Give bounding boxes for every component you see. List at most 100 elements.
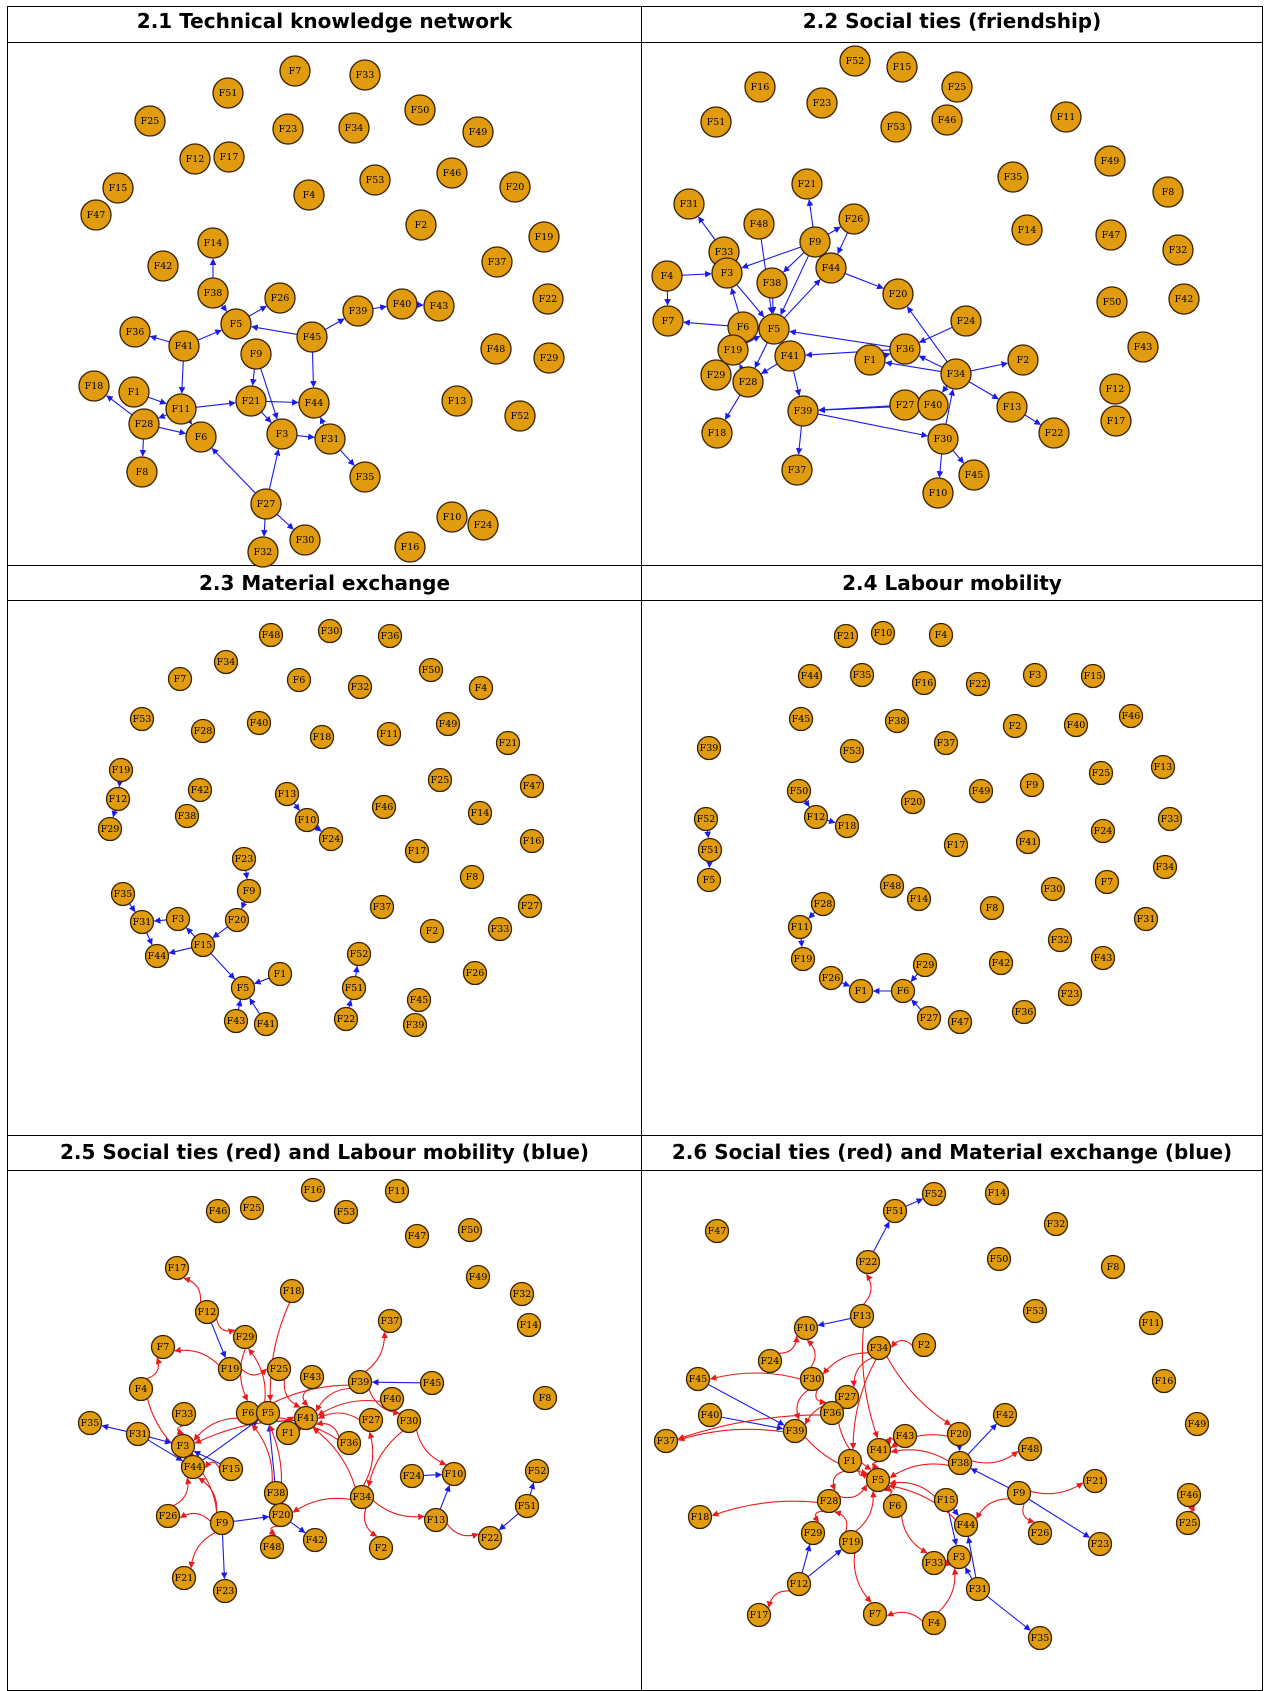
node-F36: F36 bbox=[819, 1400, 845, 1426]
node-label: F53 bbox=[887, 122, 906, 133]
edge-F41-F3 bbox=[194, 1420, 295, 1444]
node-label: F27 bbox=[362, 1415, 381, 1426]
node-F8: F8 bbox=[1100, 1254, 1126, 1280]
network-panel-social-material: F52 F14 F51 F47 F32 F50 F8 F22 F13 F53 F11 F10 F2 F24… bbox=[653, 1180, 1210, 1651]
nodes: F48 F30 F36 F34 F7 F6 F32 F50 F4 F53 F28 F40 F18 F11 F… bbox=[97, 618, 545, 1038]
node-label: F34 bbox=[1156, 862, 1175, 873]
edge-F3-F31 bbox=[153, 917, 167, 924]
node-F3: F3 bbox=[170, 1433, 196, 1459]
node-F50: F50 bbox=[418, 657, 444, 683]
edge-F34-F2 bbox=[363, 1507, 378, 1537]
node-F38: F38 bbox=[947, 1450, 973, 1476]
node-label: F8 bbox=[136, 467, 149, 478]
node-F41: F41 bbox=[253, 1011, 279, 1037]
edge-F26-F44 bbox=[837, 232, 849, 255]
edge-F12-F19 bbox=[807, 1549, 842, 1578]
node-F49: F49 bbox=[435, 711, 461, 737]
node-label: F26 bbox=[159, 1511, 178, 1522]
edge-F9-F23 bbox=[1028, 1498, 1090, 1538]
node-label: F18 bbox=[313, 732, 332, 743]
node-F36: F36 bbox=[119, 316, 151, 348]
node-label: F37 bbox=[488, 257, 507, 268]
node-F18: F18 bbox=[78, 370, 110, 402]
node-label: F24 bbox=[1094, 826, 1113, 837]
node-label: F13 bbox=[278, 789, 297, 800]
node-label: F49 bbox=[972, 786, 991, 797]
node-F9: F9 bbox=[240, 338, 272, 370]
node-F31: F31 bbox=[314, 423, 346, 455]
edge-F34-F20 bbox=[886, 1356, 952, 1426]
edge-F2-F34 bbox=[891, 1339, 913, 1348]
node-label: F14 bbox=[471, 808, 490, 819]
node-F42: F42 bbox=[147, 250, 179, 282]
node-F24: F24 bbox=[950, 305, 982, 337]
node-label: F16 bbox=[751, 82, 770, 93]
node-label: F46 bbox=[1180, 1490, 1199, 1501]
node-label: F48 bbox=[883, 881, 902, 892]
node-label: F18 bbox=[85, 381, 104, 392]
node-label: F28 bbox=[135, 419, 154, 430]
node-label: F6 bbox=[737, 322, 750, 333]
node-label: F30 bbox=[321, 626, 340, 637]
node-label: F40 bbox=[701, 1410, 720, 1421]
node-F41: F41 bbox=[293, 1405, 319, 1431]
node-F36: F36 bbox=[889, 333, 921, 365]
node-label: F25 bbox=[1179, 1518, 1198, 1529]
node-F11: F11 bbox=[1050, 101, 1082, 133]
node-label: F16 bbox=[1155, 1376, 1174, 1387]
node-F40: F40 bbox=[379, 1386, 405, 1412]
edge-F44-F20 bbox=[844, 272, 884, 290]
node-label: F16 bbox=[523, 836, 542, 847]
node-label: F3 bbox=[172, 914, 185, 925]
node-F52: F52 bbox=[693, 806, 719, 832]
node-F37: F37 bbox=[933, 730, 959, 756]
node-label: F18 bbox=[708, 428, 727, 439]
edge-F6-F3 bbox=[730, 287, 740, 313]
edge-F1-F28 bbox=[829, 1470, 845, 1491]
node-label: F2 bbox=[426, 926, 439, 937]
node-F29: F29 bbox=[912, 952, 938, 978]
node-label: F4 bbox=[661, 271, 674, 282]
node-label: F3 bbox=[1029, 670, 1042, 681]
node-F10: F10 bbox=[870, 620, 896, 646]
edge-F41-F39 bbox=[792, 370, 802, 397]
edge-F26-F44 bbox=[172, 1477, 192, 1507]
edge-F44-F5 bbox=[888, 1483, 957, 1521]
node-F36: F36 bbox=[1011, 999, 1037, 1025]
node-F42: F42 bbox=[992, 1402, 1018, 1428]
node-F40: F40 bbox=[1063, 712, 1089, 738]
node-label: F21 bbox=[242, 396, 261, 407]
node-F39: F39 bbox=[347, 1369, 373, 1395]
node-F36: F36 bbox=[377, 623, 403, 649]
node-F18: F18 bbox=[834, 813, 860, 839]
node-F51: F51 bbox=[341, 975, 367, 1001]
node-label: F24 bbox=[322, 834, 341, 845]
edge-F45-F44 bbox=[310, 351, 317, 388]
node-label: F39 bbox=[794, 406, 813, 417]
edge-F34-F20 bbox=[292, 1497, 351, 1513]
node-label: F52 bbox=[511, 411, 530, 422]
node-label: F50 bbox=[422, 665, 441, 676]
node-label: F13 bbox=[853, 1311, 872, 1322]
node-F51: F51 bbox=[882, 1198, 908, 1224]
node-label: F46 bbox=[209, 1206, 228, 1217]
node-label: F29 bbox=[101, 824, 120, 835]
node-F39: F39 bbox=[787, 395, 819, 427]
node-label: F37 bbox=[657, 1436, 676, 1447]
node-F12: F12 bbox=[194, 1299, 220, 1325]
node-F15: F15 bbox=[886, 51, 918, 83]
node-label: F15 bbox=[1084, 671, 1103, 682]
node-label: F45 bbox=[965, 470, 984, 481]
node-label: F13 bbox=[1003, 402, 1022, 413]
node-F15: F15 bbox=[218, 1456, 244, 1482]
node-F10: F10 bbox=[922, 477, 954, 509]
node-label: F51 bbox=[518, 1501, 537, 1512]
node-F48: F48 bbox=[879, 873, 905, 899]
node-F34: F34 bbox=[213, 649, 239, 675]
edge-F40-F41 bbox=[317, 1399, 381, 1416]
edge-F40-F39 bbox=[721, 1416, 784, 1431]
node-label: F50 bbox=[411, 105, 430, 116]
node-label: F15 bbox=[194, 940, 213, 951]
node-label: F27 bbox=[896, 400, 915, 411]
node-label: F35 bbox=[356, 472, 375, 483]
